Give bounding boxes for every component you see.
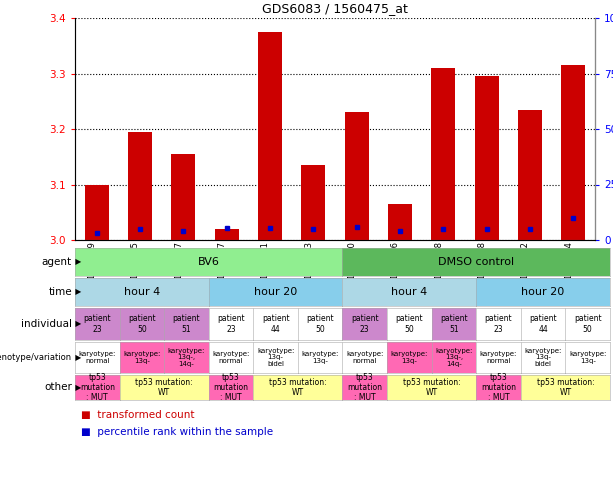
Text: tp53 mutation:
WT: tp53 mutation: WT: [536, 378, 594, 397]
Text: ■  transformed count: ■ transformed count: [81, 410, 195, 420]
Text: ▶: ▶: [73, 287, 82, 297]
Text: karyotype:
13q-: karyotype: 13q-: [123, 351, 161, 364]
Text: patient
50: patient 50: [306, 314, 334, 334]
Text: karyotype:
13q-: karyotype: 13q-: [390, 351, 428, 364]
Text: tp53 mutation:
WT: tp53 mutation: WT: [269, 378, 327, 397]
Bar: [432, 68, 455, 240]
Text: patient
44: patient 44: [529, 314, 557, 334]
Text: hour 4: hour 4: [391, 287, 427, 297]
Bar: [258, 32, 282, 240]
Text: karyotype:
13q-: karyotype: 13q-: [569, 351, 606, 364]
Text: karyotype:
normal: karyotype: normal: [346, 351, 384, 364]
Text: patient
23: patient 23: [217, 314, 245, 334]
Text: ■  percentile rank within the sample: ■ percentile rank within the sample: [81, 427, 273, 437]
Text: patient
23: patient 23: [351, 314, 379, 334]
Text: ▶: ▶: [73, 319, 82, 328]
Bar: [388, 204, 412, 240]
Text: tp53
mutation
: MUT: tp53 mutation : MUT: [481, 373, 516, 402]
Text: patient
44: patient 44: [262, 314, 289, 334]
Text: BV6: BV6: [198, 257, 219, 267]
Bar: [172, 154, 196, 240]
Text: karyotype:
normal: karyotype: normal: [212, 351, 249, 364]
Text: individual: individual: [21, 319, 72, 329]
Text: patient
50: patient 50: [128, 314, 156, 334]
Text: karyotype:
normal: karyotype: normal: [78, 351, 116, 364]
Text: patient
23: patient 23: [485, 314, 512, 334]
Text: patient
51: patient 51: [173, 314, 200, 334]
Bar: [215, 229, 238, 240]
Text: karyotype:
13q-
bidel: karyotype: 13q- bidel: [257, 348, 294, 367]
Text: patient
50: patient 50: [574, 314, 601, 334]
Bar: [302, 165, 326, 240]
Text: agent: agent: [42, 257, 72, 267]
Text: hour 20: hour 20: [522, 287, 565, 297]
Text: ▶: ▶: [73, 383, 82, 392]
Text: tp53 mutation:
WT: tp53 mutation: WT: [403, 378, 460, 397]
Text: hour 20: hour 20: [254, 287, 297, 297]
Text: hour 4: hour 4: [124, 287, 160, 297]
Text: karyotype:
13q-,
14q-: karyotype: 13q-, 14q-: [168, 348, 205, 367]
Text: other: other: [44, 383, 72, 393]
Text: tp53
mutation
: MUT: tp53 mutation : MUT: [348, 373, 383, 402]
Title: GDS6083 / 1560475_at: GDS6083 / 1560475_at: [262, 2, 408, 15]
Text: time: time: [48, 287, 72, 297]
Text: ▶: ▶: [73, 257, 82, 267]
Text: patient
51: patient 51: [440, 314, 468, 334]
Bar: [562, 65, 585, 240]
Text: tp53
mutation
: MUT: tp53 mutation : MUT: [80, 373, 115, 402]
Text: tp53 mutation:
WT: tp53 mutation: WT: [135, 378, 193, 397]
Text: patient
23: patient 23: [83, 314, 111, 334]
Text: ▶: ▶: [73, 353, 82, 362]
Bar: [518, 110, 542, 240]
Bar: [345, 113, 368, 240]
Text: tp53
mutation
: MUT: tp53 mutation : MUT: [213, 373, 248, 402]
Text: karyotype:
13q-: karyotype: 13q-: [302, 351, 339, 364]
Text: karyotype:
normal: karyotype: normal: [480, 351, 517, 364]
Text: DMSO control: DMSO control: [438, 257, 514, 267]
Text: karyotype:
13q-,
14q-: karyotype: 13q-, 14q-: [435, 348, 473, 367]
Text: genotype/variation: genotype/variation: [0, 353, 72, 362]
Text: karyotype:
13q-
bidel: karyotype: 13q- bidel: [525, 348, 562, 367]
Bar: [85, 185, 109, 240]
Bar: [128, 132, 152, 240]
Bar: [474, 76, 498, 240]
Text: patient
50: patient 50: [395, 314, 423, 334]
